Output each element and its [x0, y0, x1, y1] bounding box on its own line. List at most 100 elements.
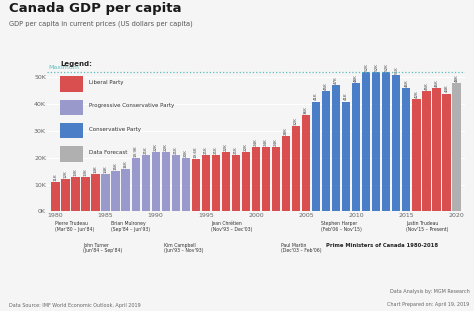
Text: 24K: 24K	[274, 138, 278, 146]
Bar	[60, 100, 83, 115]
Text: 11K: 11K	[54, 173, 57, 181]
Bar	[202, 155, 210, 211]
Bar	[191, 159, 200, 211]
Bar	[72, 177, 80, 211]
Text: Stephen Harper
(Feb'06 – Nov'15): Stephen Harper (Feb'06 – Nov'15)	[321, 221, 362, 232]
Text: 22K: 22K	[154, 144, 158, 151]
Text: Data Analysis by: MGM Research: Data Analysis by: MGM Research	[390, 289, 469, 294]
Bar	[352, 83, 360, 211]
Bar	[222, 152, 230, 211]
Text: 28K: 28K	[284, 128, 288, 135]
Bar	[372, 72, 381, 211]
Bar	[60, 76, 83, 92]
Text: Brian Mulroney
(Sep'84 – Jun'93): Brian Mulroney (Sep'84 – Jun'93)	[110, 221, 150, 232]
Bar	[312, 102, 320, 211]
Text: Canada GDP per capita: Canada GDP per capita	[9, 2, 182, 15]
Bar	[51, 182, 60, 211]
Bar	[232, 155, 240, 211]
Text: Progressive Conservative Party: Progressive Conservative Party	[89, 103, 174, 108]
Bar	[392, 75, 401, 211]
Text: Jean Chrétien
(Nov'93 – Dec'03): Jean Chrétien (Nov'93 – Dec'03)	[211, 221, 252, 232]
Text: 20K: 20K	[184, 149, 188, 157]
Text: 14K: 14K	[103, 165, 108, 173]
Text: 12K: 12K	[64, 170, 67, 178]
Bar	[121, 169, 130, 211]
Bar	[282, 137, 290, 211]
Bar	[442, 94, 451, 211]
Text: 52K: 52K	[384, 63, 388, 71]
Text: 21K: 21K	[174, 146, 178, 154]
Bar	[342, 102, 350, 211]
Bar	[82, 177, 90, 211]
Text: 13K: 13K	[73, 168, 77, 175]
Bar	[322, 91, 330, 211]
Bar	[262, 147, 270, 211]
Text: Data Forecast: Data Forecast	[89, 150, 128, 155]
Bar	[272, 147, 280, 211]
Text: 22K: 22K	[164, 144, 168, 151]
Bar	[332, 86, 340, 211]
Text: 13K: 13K	[83, 168, 88, 175]
Text: 21K: 21K	[234, 146, 238, 154]
Text: 52K: 52K	[374, 63, 378, 71]
Bar	[252, 147, 260, 211]
Text: 45K: 45K	[424, 82, 428, 90]
Text: 41K: 41K	[314, 93, 318, 100]
Text: 21K: 21K	[214, 146, 218, 154]
Text: Conservative Party: Conservative Party	[89, 127, 141, 132]
Bar	[61, 179, 70, 211]
Bar	[302, 115, 310, 211]
Text: Justin Trudeau
(Nov'15 – Present): Justin Trudeau (Nov'15 – Present)	[406, 221, 449, 232]
Text: 19.6K: 19.6K	[194, 146, 198, 158]
Text: 22K: 22K	[244, 144, 248, 151]
Bar	[362, 72, 370, 211]
Text: 45K: 45K	[324, 82, 328, 90]
Text: Data Source: IMF World Economic Outlook, April 2019: Data Source: IMF World Economic Outlook,…	[9, 303, 141, 308]
Text: 32K: 32K	[294, 117, 298, 125]
Text: Pierre Trudeau
(Mar'80 – Jun'84): Pierre Trudeau (Mar'80 – Jun'84)	[55, 221, 95, 232]
Text: Legend:: Legend:	[60, 61, 92, 67]
Bar	[432, 88, 440, 211]
Text: 36K: 36K	[304, 106, 308, 114]
Bar	[60, 146, 83, 162]
Text: GDP per capita in current prices (US dollars per capita): GDP per capita in current prices (US dol…	[9, 20, 193, 27]
Text: 48K: 48K	[455, 74, 458, 82]
Bar	[172, 155, 180, 211]
Bar	[91, 174, 100, 211]
Text: 46K: 46K	[435, 79, 438, 87]
Text: 48K: 48K	[354, 74, 358, 82]
Text: 46K: 46K	[404, 79, 409, 87]
Text: 22K: 22K	[224, 144, 228, 151]
Text: 14K: 14K	[93, 165, 98, 173]
Bar	[382, 72, 391, 211]
Text: 42K: 42K	[414, 90, 419, 98]
Bar	[142, 155, 150, 211]
Text: 51K: 51K	[394, 66, 398, 74]
Text: 52K: 52K	[364, 63, 368, 71]
Bar	[212, 155, 220, 211]
Bar	[292, 126, 300, 211]
Text: Paul Martin
(Dec'03 – Feb'06): Paul Martin (Dec'03 – Feb'06)	[281, 243, 322, 253]
Text: 47K: 47K	[334, 77, 338, 84]
Bar	[131, 158, 140, 211]
Bar	[111, 171, 120, 211]
Text: Prime Ministers of Canada 1980-2018: Prime Ministers of Canada 1980-2018	[326, 243, 438, 248]
Bar	[162, 152, 170, 211]
Text: 41K: 41K	[344, 93, 348, 100]
Text: 19.9K: 19.9K	[134, 146, 137, 157]
Bar	[60, 123, 83, 138]
Text: Chart Prepared on: April 19, 2019: Chart Prepared on: April 19, 2019	[387, 302, 469, 307]
Text: 21K: 21K	[204, 146, 208, 154]
Text: Maximum: Maximum	[48, 65, 80, 70]
Text: 44K: 44K	[445, 85, 448, 92]
Text: Liberal Party: Liberal Party	[89, 80, 124, 85]
Bar	[402, 88, 410, 211]
Bar	[152, 152, 160, 211]
Bar	[182, 158, 190, 211]
Text: 21K: 21K	[144, 146, 148, 154]
Bar	[412, 99, 420, 211]
Text: John Turner
(Jun'84 – Sep'84): John Turner (Jun'84 – Sep'84)	[83, 243, 123, 253]
Text: 24K: 24K	[264, 138, 268, 146]
Text: 16K: 16K	[124, 160, 128, 168]
Bar	[422, 91, 430, 211]
